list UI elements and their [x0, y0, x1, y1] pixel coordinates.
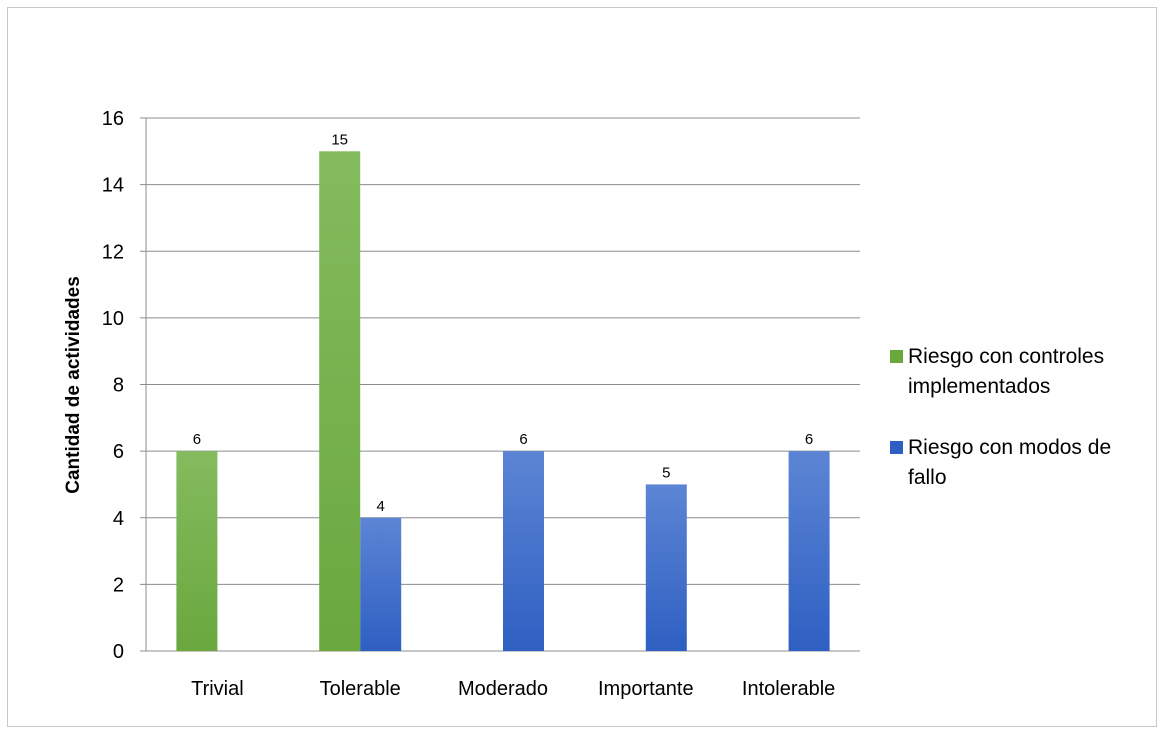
y-tick-label: 6	[113, 441, 124, 463]
y-tick-label: 12	[102, 241, 124, 263]
legend-item-fallo: Riesgo con modos de fallo	[884, 433, 1144, 493]
legend-label-fallo: Riesgo con modos de fallo	[908, 436, 1112, 489]
bar-tolerable-series-0	[319, 151, 361, 651]
y-tick-label: 10	[102, 308, 124, 330]
bar-importante-series-1	[645, 484, 687, 651]
y-tick-label: 0	[113, 641, 124, 663]
legend-swatch-green	[890, 350, 903, 363]
x-tick-label: Tolerable	[320, 678, 401, 700]
bar-tolerable-series-1	[360, 517, 402, 651]
bar-moderado-series-1	[503, 451, 544, 651]
legend: Riesgo con controles implementados Riesg…	[884, 342, 1144, 524]
data-label: 6	[519, 431, 527, 448]
legend-swatch-blue	[890, 441, 903, 454]
y-axis-ticks: 0 2 4 6 8 10 12 14 16	[102, 108, 124, 663]
y-tick-label: 8	[113, 375, 124, 397]
data-label: 4	[377, 498, 385, 515]
data-label: 6	[193, 431, 201, 448]
bar-intolerable-series-1	[788, 451, 830, 651]
y-tick-label: 16	[102, 108, 124, 130]
y-tick-label: 2	[113, 574, 124, 596]
data-labels: 6 15 4 6 5 6	[193, 131, 814, 514]
x-tick-label: Trivial	[191, 678, 244, 700]
x-tick-label: Moderado	[458, 678, 548, 700]
data-label: 6	[805, 431, 813, 448]
x-axis-ticks: Trivial Tolerable Moderado Importante Intole…	[191, 678, 835, 700]
legend-label-controles: Riesgo con controles implementados	[908, 345, 1105, 398]
x-tick-label: Intolerable	[742, 678, 835, 700]
data-label: 15	[331, 131, 348, 148]
data-label: 5	[662, 464, 670, 481]
bar-trivial-series-0	[176, 451, 218, 651]
y-tick-label: 14	[102, 175, 124, 197]
y-tick-label: 4	[113, 508, 124, 530]
x-tick-label: Importante	[598, 678, 694, 700]
legend-item-controles: Riesgo con controles implementados	[884, 342, 1144, 402]
y-axis-label: Cantidad de actividades	[63, 276, 84, 494]
gridlines	[140, 117, 860, 652]
bars	[176, 151, 830, 651]
